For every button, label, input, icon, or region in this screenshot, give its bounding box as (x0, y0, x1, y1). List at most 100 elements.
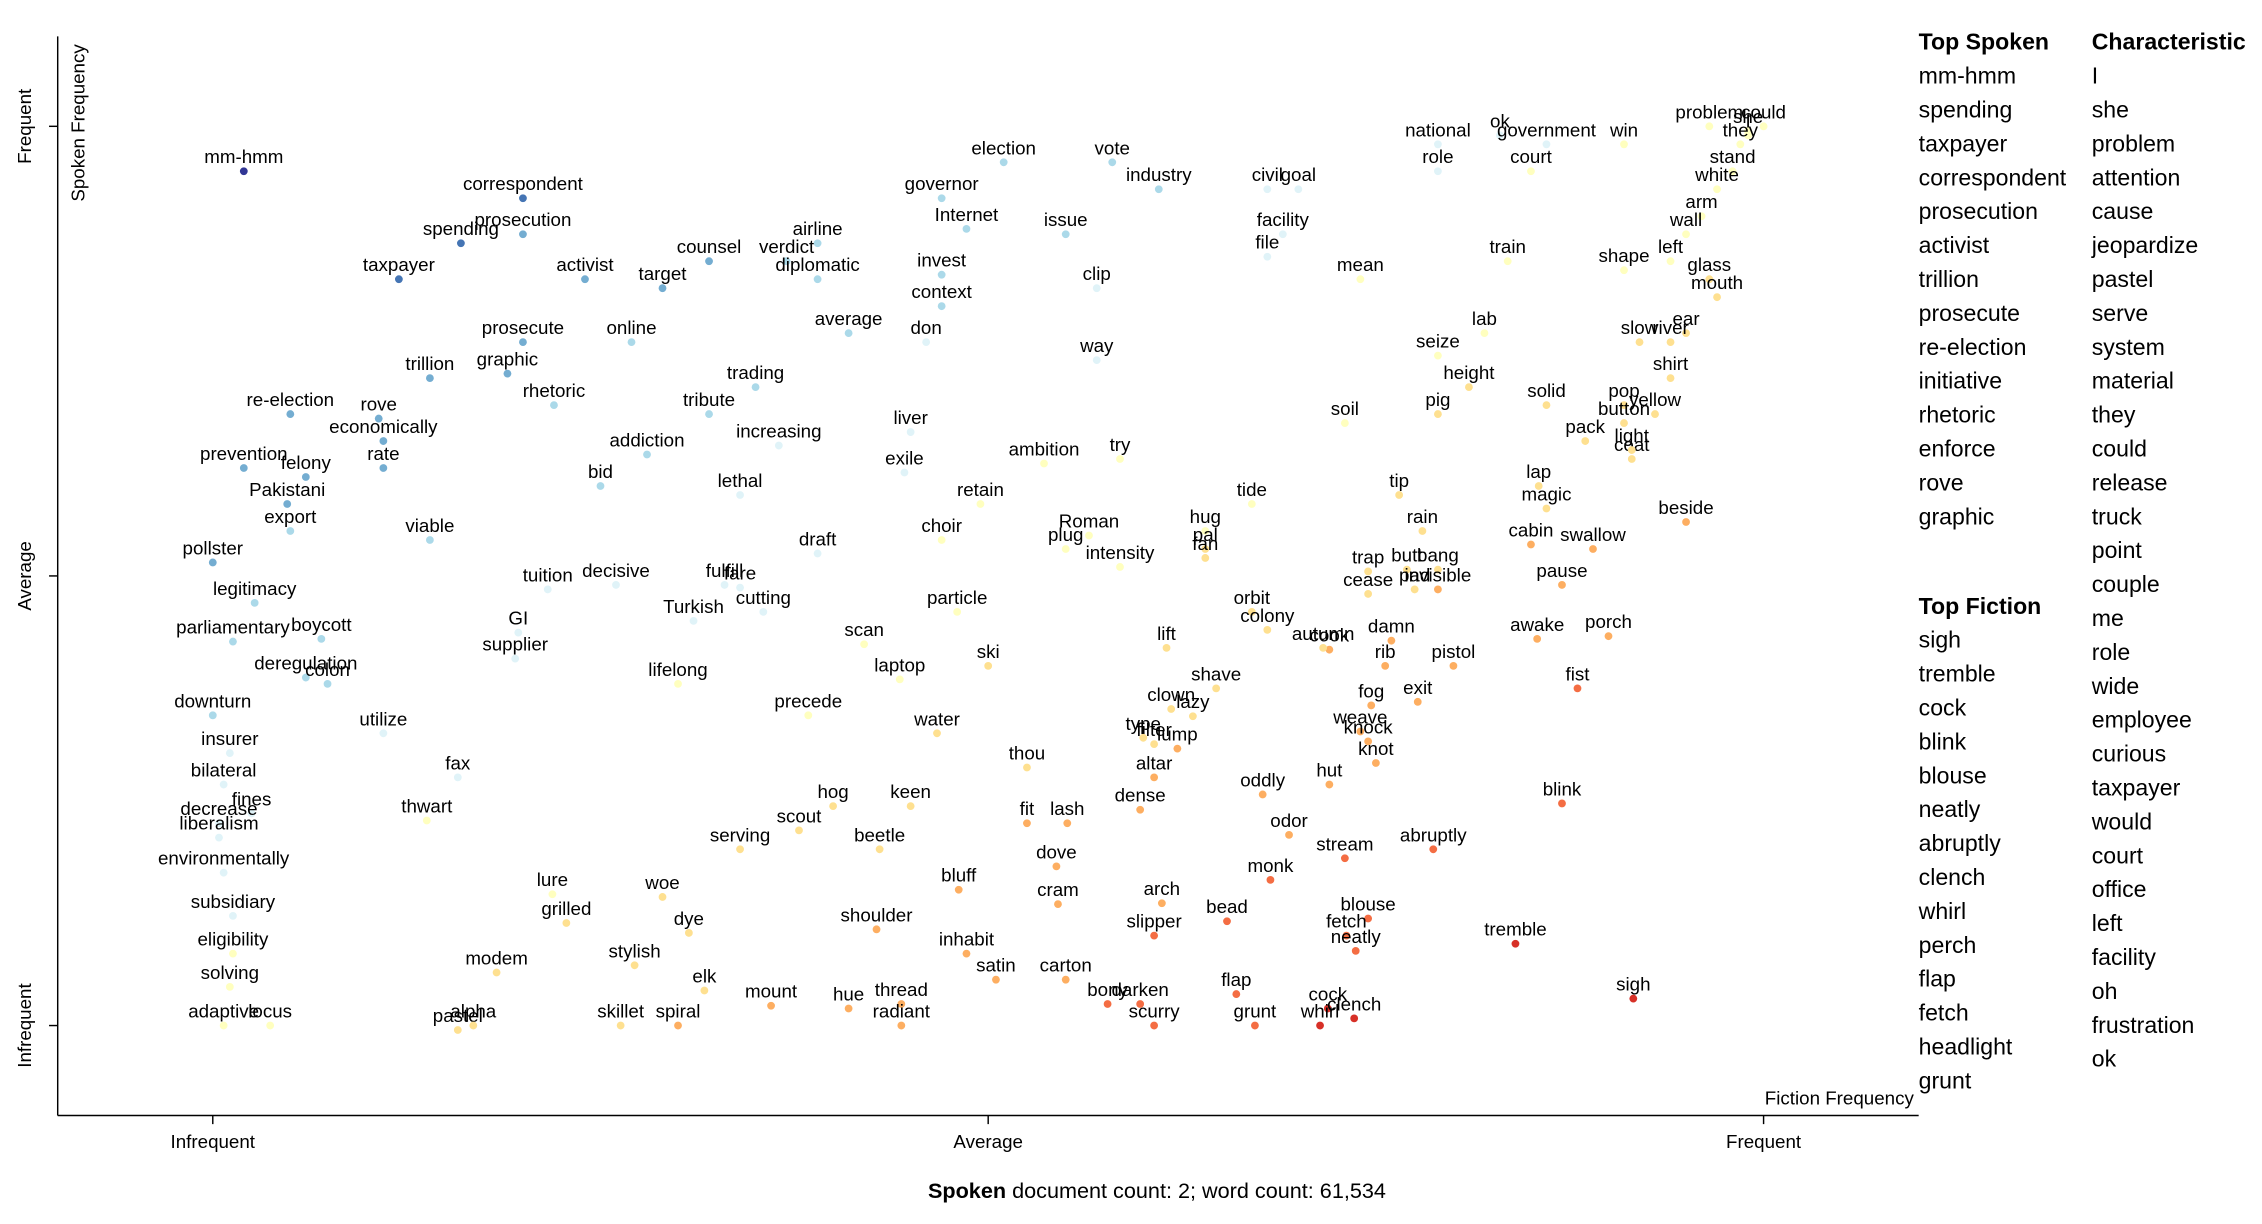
word-point (250, 599, 259, 607)
footer-text: document count: 2; word count: 61,534 (1012, 1178, 1386, 1203)
word-label: downturn (174, 690, 251, 711)
word-label: rib (1375, 641, 1396, 662)
word-label: ambition (1009, 439, 1080, 460)
word-label: monk (1247, 855, 1293, 876)
word-label: blink (1543, 778, 1582, 799)
word-label: fist (1566, 663, 1591, 684)
word-point (219, 1021, 228, 1030)
word-point (1620, 401, 1628, 409)
word-point (774, 441, 783, 450)
word-point (215, 819, 223, 828)
word-point (922, 338, 931, 347)
word-label: train (1489, 236, 1525, 257)
y-axis-label: Spoken Frequency (67, 44, 88, 202)
word-point (829, 802, 837, 811)
word-label: glass (1687, 254, 1731, 275)
word-point (286, 410, 295, 418)
word-point (1092, 356, 1101, 365)
list-item: I (2092, 63, 2098, 89)
list-item: frustration (2092, 1012, 2195, 1038)
word-point (813, 549, 822, 558)
list-item: activist (1919, 232, 1990, 258)
word-label: eligibility (198, 929, 269, 950)
word-point (1705, 275, 1714, 284)
word-label: clip (1083, 263, 1111, 284)
word-label: slipper (1127, 911, 1182, 932)
list-item: ok (2092, 1046, 2117, 1072)
word-label: Turkish (663, 596, 724, 617)
word-point (1534, 482, 1543, 490)
word-point (962, 949, 971, 958)
word-label: locus (248, 1001, 292, 1022)
word-label: orbit (1234, 587, 1271, 608)
word-label: button (1598, 398, 1650, 419)
word-point (689, 617, 698, 625)
word-label: keen (890, 781, 931, 802)
word-point (1150, 773, 1159, 782)
word-point (1395, 491, 1404, 499)
word-label: scout (777, 805, 823, 826)
word-label: she (1733, 106, 1763, 127)
word-point (229, 911, 237, 920)
list-item: problem (2092, 130, 2175, 156)
word-label: subsidiary (191, 891, 276, 912)
word-point (1136, 805, 1145, 814)
list-item: whirl (1918, 898, 1966, 924)
word-point (503, 369, 512, 378)
word-label: lump (1157, 724, 1198, 745)
word-label: stand (1710, 146, 1756, 167)
word-label: awake (1510, 614, 1564, 635)
word-label: oddly (1240, 769, 1285, 790)
word-label: pal (1193, 524, 1218, 545)
word-point (379, 437, 388, 445)
list-title: Top Fiction (1919, 593, 2042, 619)
word-point (933, 729, 941, 738)
word-point (1620, 419, 1628, 427)
word-label: taxpayer (363, 254, 435, 275)
word-label: bilateral (191, 760, 257, 781)
word-label: knock (1344, 716, 1394, 737)
word-point (519, 194, 527, 203)
word-point (813, 239, 822, 248)
list-item: jeopardize (2091, 232, 2199, 258)
word-point (519, 230, 527, 239)
word-point (1410, 585, 1419, 594)
word-label: ok (1490, 110, 1510, 131)
list-item: attention (2092, 164, 2181, 190)
word-point (1285, 831, 1293, 839)
word-point (283, 500, 292, 508)
word-label: pastel (433, 1005, 483, 1026)
word-point (1736, 140, 1745, 149)
list-item: initiative (1919, 368, 2002, 394)
list-item: me (2092, 605, 2124, 631)
word-label: colon (305, 659, 350, 680)
word-label: hog (817, 781, 848, 802)
word-label: serving (710, 824, 770, 845)
list-item: sigh (1919, 627, 1961, 653)
list-item: tremble (1919, 661, 1996, 687)
word-label: court (1510, 146, 1552, 167)
word-point (1434, 140, 1442, 149)
word-label: online (606, 317, 656, 338)
word-point (596, 482, 605, 490)
word-label: sigh (1616, 974, 1650, 995)
word-point (643, 450, 651, 459)
word-label: spiral (656, 1001, 701, 1022)
word-point (1157, 899, 1166, 908)
word-point (767, 1001, 775, 1010)
list-item: blouse (1919, 762, 1987, 788)
word-label: governor (905, 173, 979, 194)
word-point (705, 410, 713, 418)
word-point (1247, 500, 1256, 508)
word-point (1480, 329, 1489, 338)
word-point (1223, 917, 1231, 926)
word-point (514, 628, 523, 637)
word-label: fines (232, 788, 272, 809)
list-item: court (2092, 842, 2144, 868)
word-point (1316, 1021, 1324, 1030)
list-item: pastel (2092, 266, 2154, 292)
word-point (426, 536, 434, 544)
word-label: graphic (477, 349, 539, 370)
word-label: shape (1598, 245, 1649, 266)
word-label: lazy (1176, 691, 1210, 712)
